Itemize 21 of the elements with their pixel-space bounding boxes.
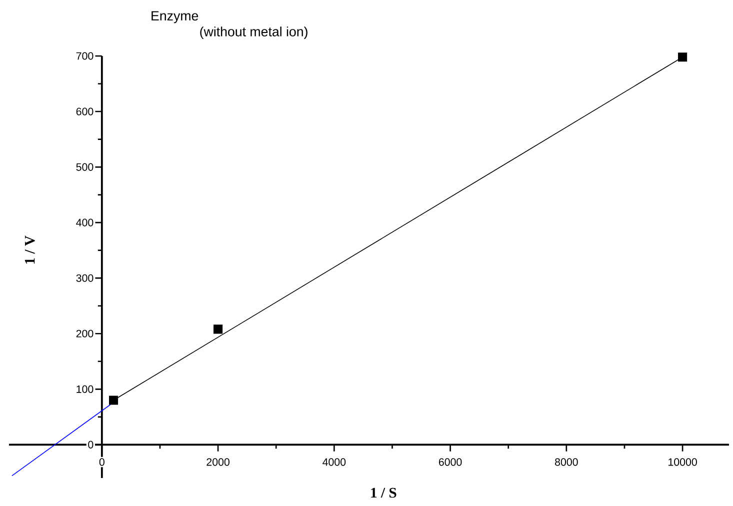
y-tick-label: 400 [76,218,94,226]
y-tick-label: 700 [76,52,94,60]
point [214,324,223,334]
point [108,396,118,405]
chart-subtitle: (without metal ion) [200,26,308,39]
chart-title: Enzyme [152,11,198,24]
x-tick-label: 2000 [206,458,230,466]
y-tick-label: 500 [76,163,94,171]
y-tick-label: 0 [88,440,94,448]
y-tick-label: 100 [76,385,94,393]
x-tick-label: 0 [99,458,104,466]
x-tick-label: 8000 [555,458,578,466]
x-tick-label: 10000 [668,458,697,466]
x-tick-label: 6000 [438,458,462,466]
y-axis-title: 1 / V [24,236,35,264]
x-tick-label: 4000 [322,458,346,466]
y-tick-label: 300 [76,274,94,282]
point [678,52,688,62]
y-tick-label: 200 [76,330,94,338]
x-axis-title: 1 / S [371,488,396,498]
y-tick-label: 600 [76,108,94,116]
